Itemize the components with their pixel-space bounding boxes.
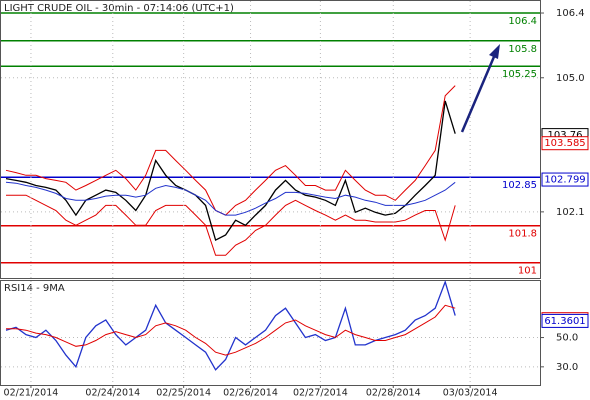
- arrow-head: [489, 44, 500, 59]
- series-line: [5, 85, 456, 216]
- rsi-panel: [0, 280, 541, 386]
- series-line: [5, 181, 456, 216]
- price-marker: [541, 172, 589, 187]
- y-tick-label: 105.0: [556, 73, 585, 84]
- level-label: 101.8: [508, 229, 537, 240]
- level-label: 106.4: [508, 16, 537, 27]
- y-tick-label: 102.1: [556, 207, 585, 218]
- series-line: [5, 279, 456, 371]
- price-marker: [541, 136, 589, 151]
- price-marker-label: 61.3601: [544, 316, 585, 327]
- price-marker-label: 102.799: [544, 175, 585, 186]
- level-label: 102.85: [502, 180, 537, 191]
- price-marker: [541, 313, 589, 328]
- level-label: 105.8: [508, 44, 537, 55]
- price-marker-label: 103.76: [548, 130, 583, 141]
- x-tick-label: 02/21/2014: [4, 388, 59, 399]
- price-marker-label: 103.585: [544, 138, 585, 149]
- y-tick-label: 106.4: [556, 8, 585, 19]
- x-tick-label: 02/26/2014: [223, 388, 278, 399]
- x-tick-label: 02/28/2014: [366, 388, 421, 399]
- x-tick-label: 02/25/2014: [156, 388, 211, 399]
- chart-title: LIGHT CRUDE OIL - 30min - 07:14:06 (UTC+…: [4, 3, 234, 14]
- y-tick-label: 30.0: [556, 362, 578, 373]
- rsi-title: RSI14 - 9MA: [4, 283, 65, 294]
- series-line: [6, 194, 456, 256]
- series-line: [6, 304, 456, 356]
- series-line: [5, 100, 456, 242]
- forecast-arrow: [460, 51, 498, 133]
- level-label: 105.25: [502, 69, 537, 80]
- y-tick-label: 50.0: [556, 333, 578, 344]
- price-panel: [0, 0, 541, 279]
- x-tick-label: 02/27/2014: [293, 388, 348, 399]
- x-tick-label: 02/24/2014: [85, 388, 140, 399]
- level-label: 101: [518, 266, 537, 277]
- x-tick-label: 03/03/2014: [443, 388, 498, 399]
